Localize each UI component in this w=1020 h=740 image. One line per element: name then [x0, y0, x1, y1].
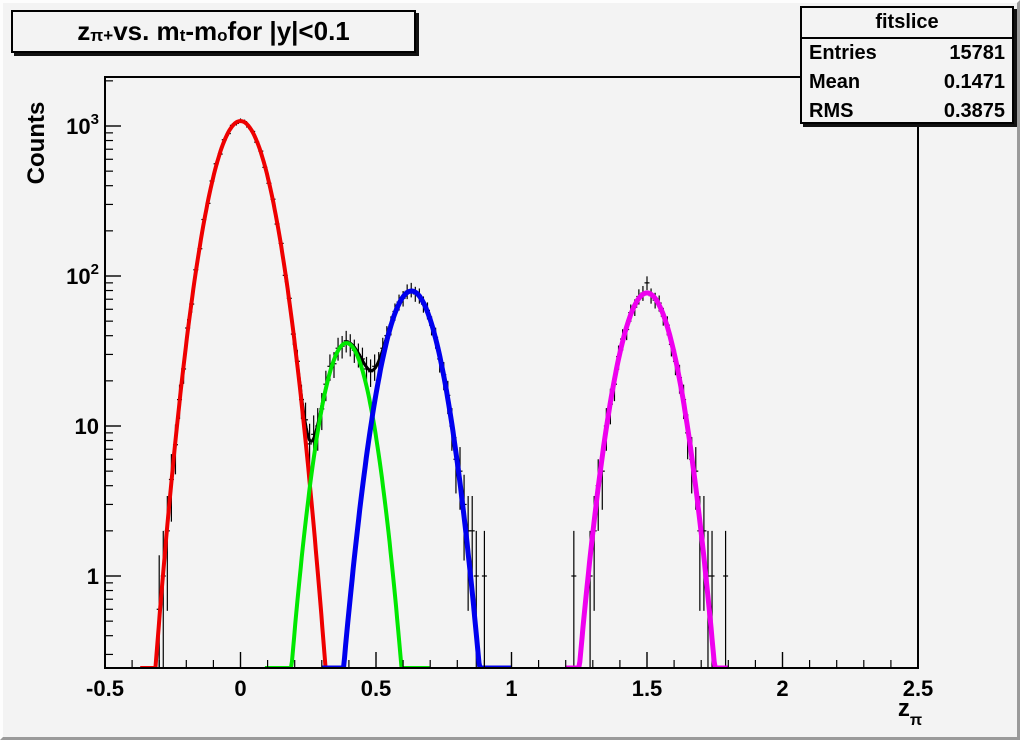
x-tick-label: 2 — [776, 676, 788, 701]
plot-frame — [104, 76, 919, 669]
title-text: for |y|<0.1 — [227, 16, 350, 46]
data-point — [723, 530, 729, 668]
y-tick-label: 1 — [87, 564, 99, 589]
data-point — [644, 276, 650, 291]
stats-row-rms: RMS 0.3875 — [802, 97, 1012, 126]
stats-label-entries: Entries — [809, 42, 877, 64]
data-point — [481, 530, 487, 668]
stats-label-rms: RMS — [809, 100, 854, 122]
x-axis-title-base: z — [897, 695, 910, 722]
stats-value-rms: 0.3875 — [943, 100, 1005, 122]
plot-area: -0.5 0 0.5 1 1.5 2 2.5 1 10 102 103 — [66, 76, 934, 701]
title-subscript: o — [217, 25, 228, 45]
y-tick-label: 10 — [75, 414, 99, 439]
red-gaussian-curve — [139, 119, 331, 668]
x-tick-label: 1.5 — [632, 676, 663, 701]
stats-row-entries: Entries 15781 — [802, 39, 1012, 68]
magenta-gaussian-curve — [564, 290, 730, 668]
data-point — [368, 359, 374, 387]
title-text: z — [77, 16, 91, 46]
title-text: vs. m — [113, 16, 180, 46]
y-tick-label: 102 — [66, 261, 99, 289]
x-tick-label: -0.5 — [86, 676, 124, 701]
title-subscript: t — [179, 25, 186, 45]
x-axis-title: zπ — [875, 695, 945, 729]
stats-box: fitslice Entries 15781 Mean 0.1471 RMS 0… — [800, 6, 1014, 124]
data-points-group — [156, 118, 729, 668]
x-tick-label: 0.5 — [361, 676, 392, 701]
histogram-title-box: z π+ vs. m t -m o for |y|<0.1 — [11, 10, 416, 53]
title-subscript: π+ — [90, 25, 114, 45]
stats-value-mean: 0.1471 — [943, 71, 1005, 93]
data-point — [571, 530, 577, 668]
total-fit-curve — [155, 119, 717, 668]
stats-box-title: fitslice — [802, 8, 1012, 39]
y-axis-title: Counts — [23, 101, 50, 185]
x-tick-label: 1 — [505, 676, 517, 701]
x-tick-label: 0 — [234, 676, 246, 701]
stats-value-entries: 15781 — [949, 42, 1005, 64]
x-tick-label: 2.5 — [903, 676, 934, 701]
y-tick-label: 103 — [66, 111, 99, 139]
stats-row-mean: Mean 0.1471 — [802, 68, 1012, 97]
title-text: -m — [185, 16, 218, 46]
stats-label-mean: Mean — [809, 71, 861, 93]
x-axis-title-sub: π — [909, 711, 923, 729]
